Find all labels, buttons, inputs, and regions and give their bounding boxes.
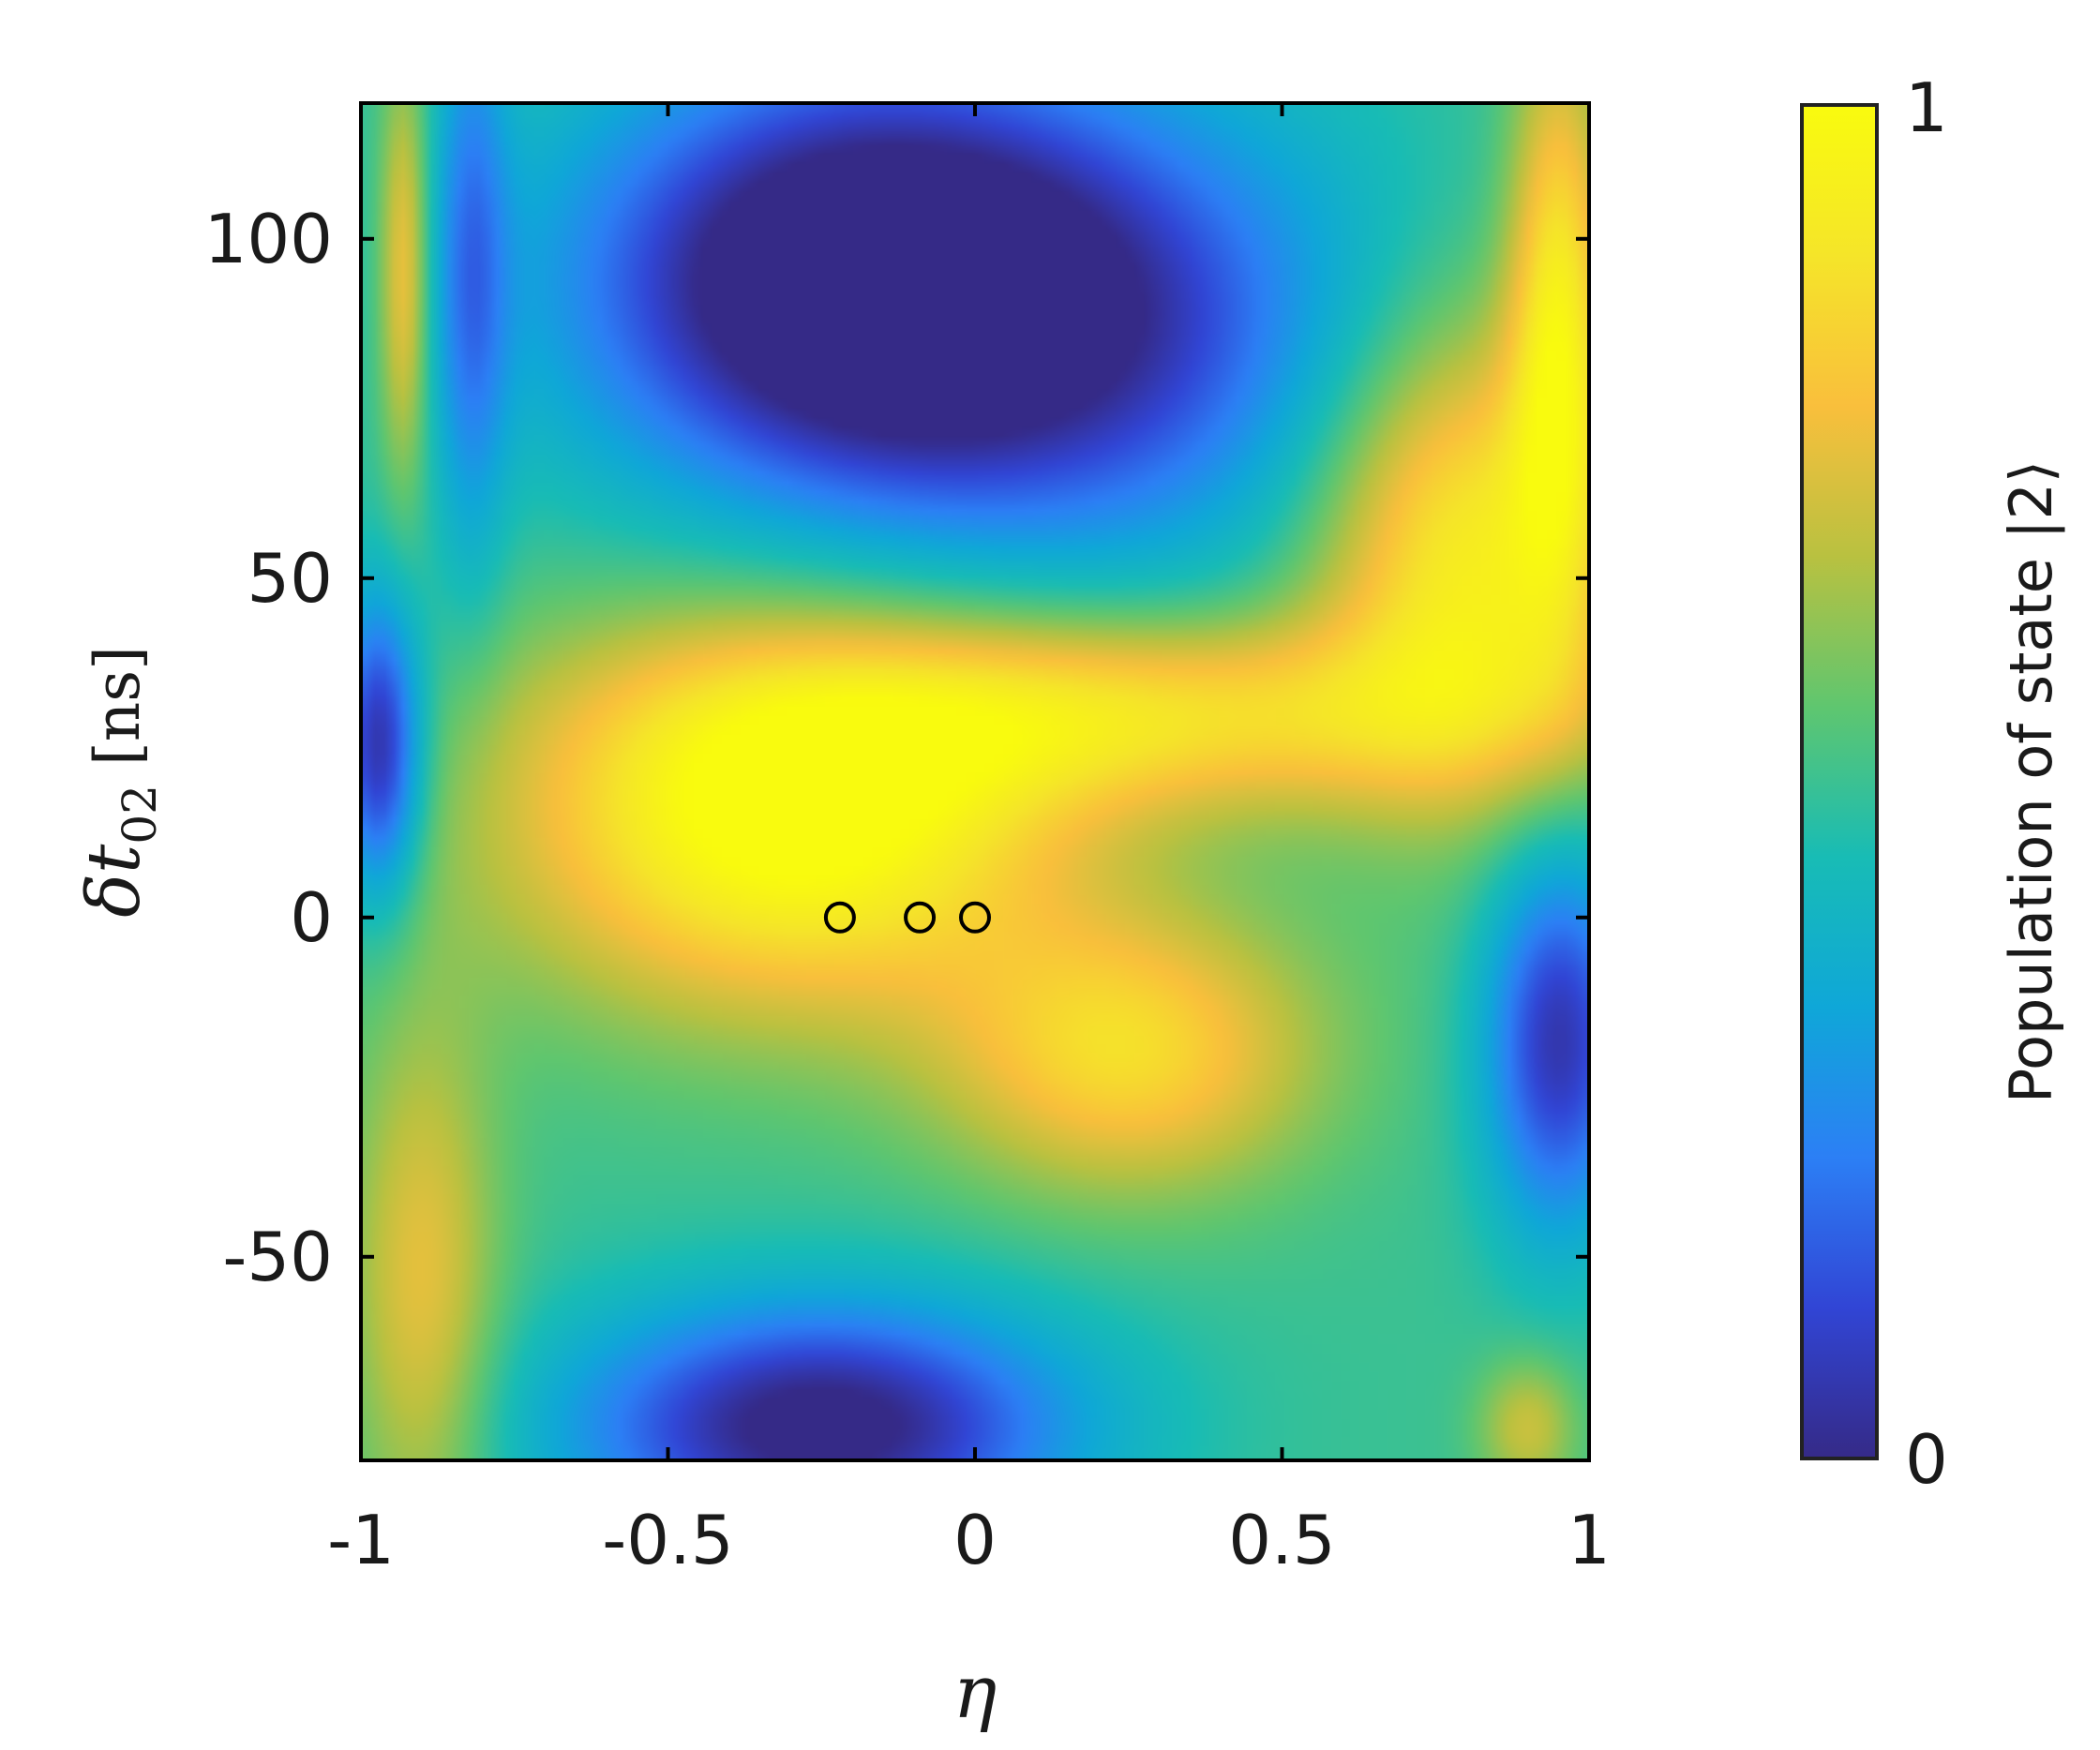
x-tick-label-2: 0 <box>953 1501 997 1579</box>
heatmap-plot-area <box>361 103 1589 1460</box>
colorbar-label: Population of state |2⟩ <box>1997 460 2066 1103</box>
marker-1 <box>904 901 937 934</box>
marker-0 <box>823 901 856 934</box>
y-tick-label-0: -50 <box>222 1218 333 1296</box>
svg-text:δt02[ns]: δt02 [ns] <box>72 646 167 918</box>
y-axis-label-subscript: 02 <box>112 785 167 845</box>
colorbar <box>1800 103 1879 1460</box>
x-axis: -1 -0.5 0 0.5 1 <box>327 103 1611 1579</box>
y-axis-label: δt02 [ns] <box>72 646 167 918</box>
x-axis-label: η <box>953 1651 998 1735</box>
y-tick-label-2: 50 <box>247 539 333 618</box>
heatmap-image <box>361 103 1589 1460</box>
colorbar-tick-min: 0 <box>1905 1420 1948 1499</box>
x-tick-label-0: -1 <box>327 1501 395 1579</box>
marker-2 <box>959 901 991 934</box>
y-axis: -50 0 50 100 <box>204 200 1589 1296</box>
y-tick-label-1: 0 <box>290 878 333 957</box>
x-tick-label-1: -0.5 <box>602 1501 733 1579</box>
marker-group <box>823 901 991 934</box>
x-tick-label-4: 1 <box>1568 1501 1611 1579</box>
y-axis-label-symbol: δt <box>72 844 157 918</box>
y-axis-label-unit: [ns] <box>82 646 154 766</box>
x-tick-label-3: 0.5 <box>1228 1501 1336 1579</box>
colorbar-tick-max: 1 <box>1905 68 1948 147</box>
y-tick-label-3: 100 <box>204 200 333 278</box>
